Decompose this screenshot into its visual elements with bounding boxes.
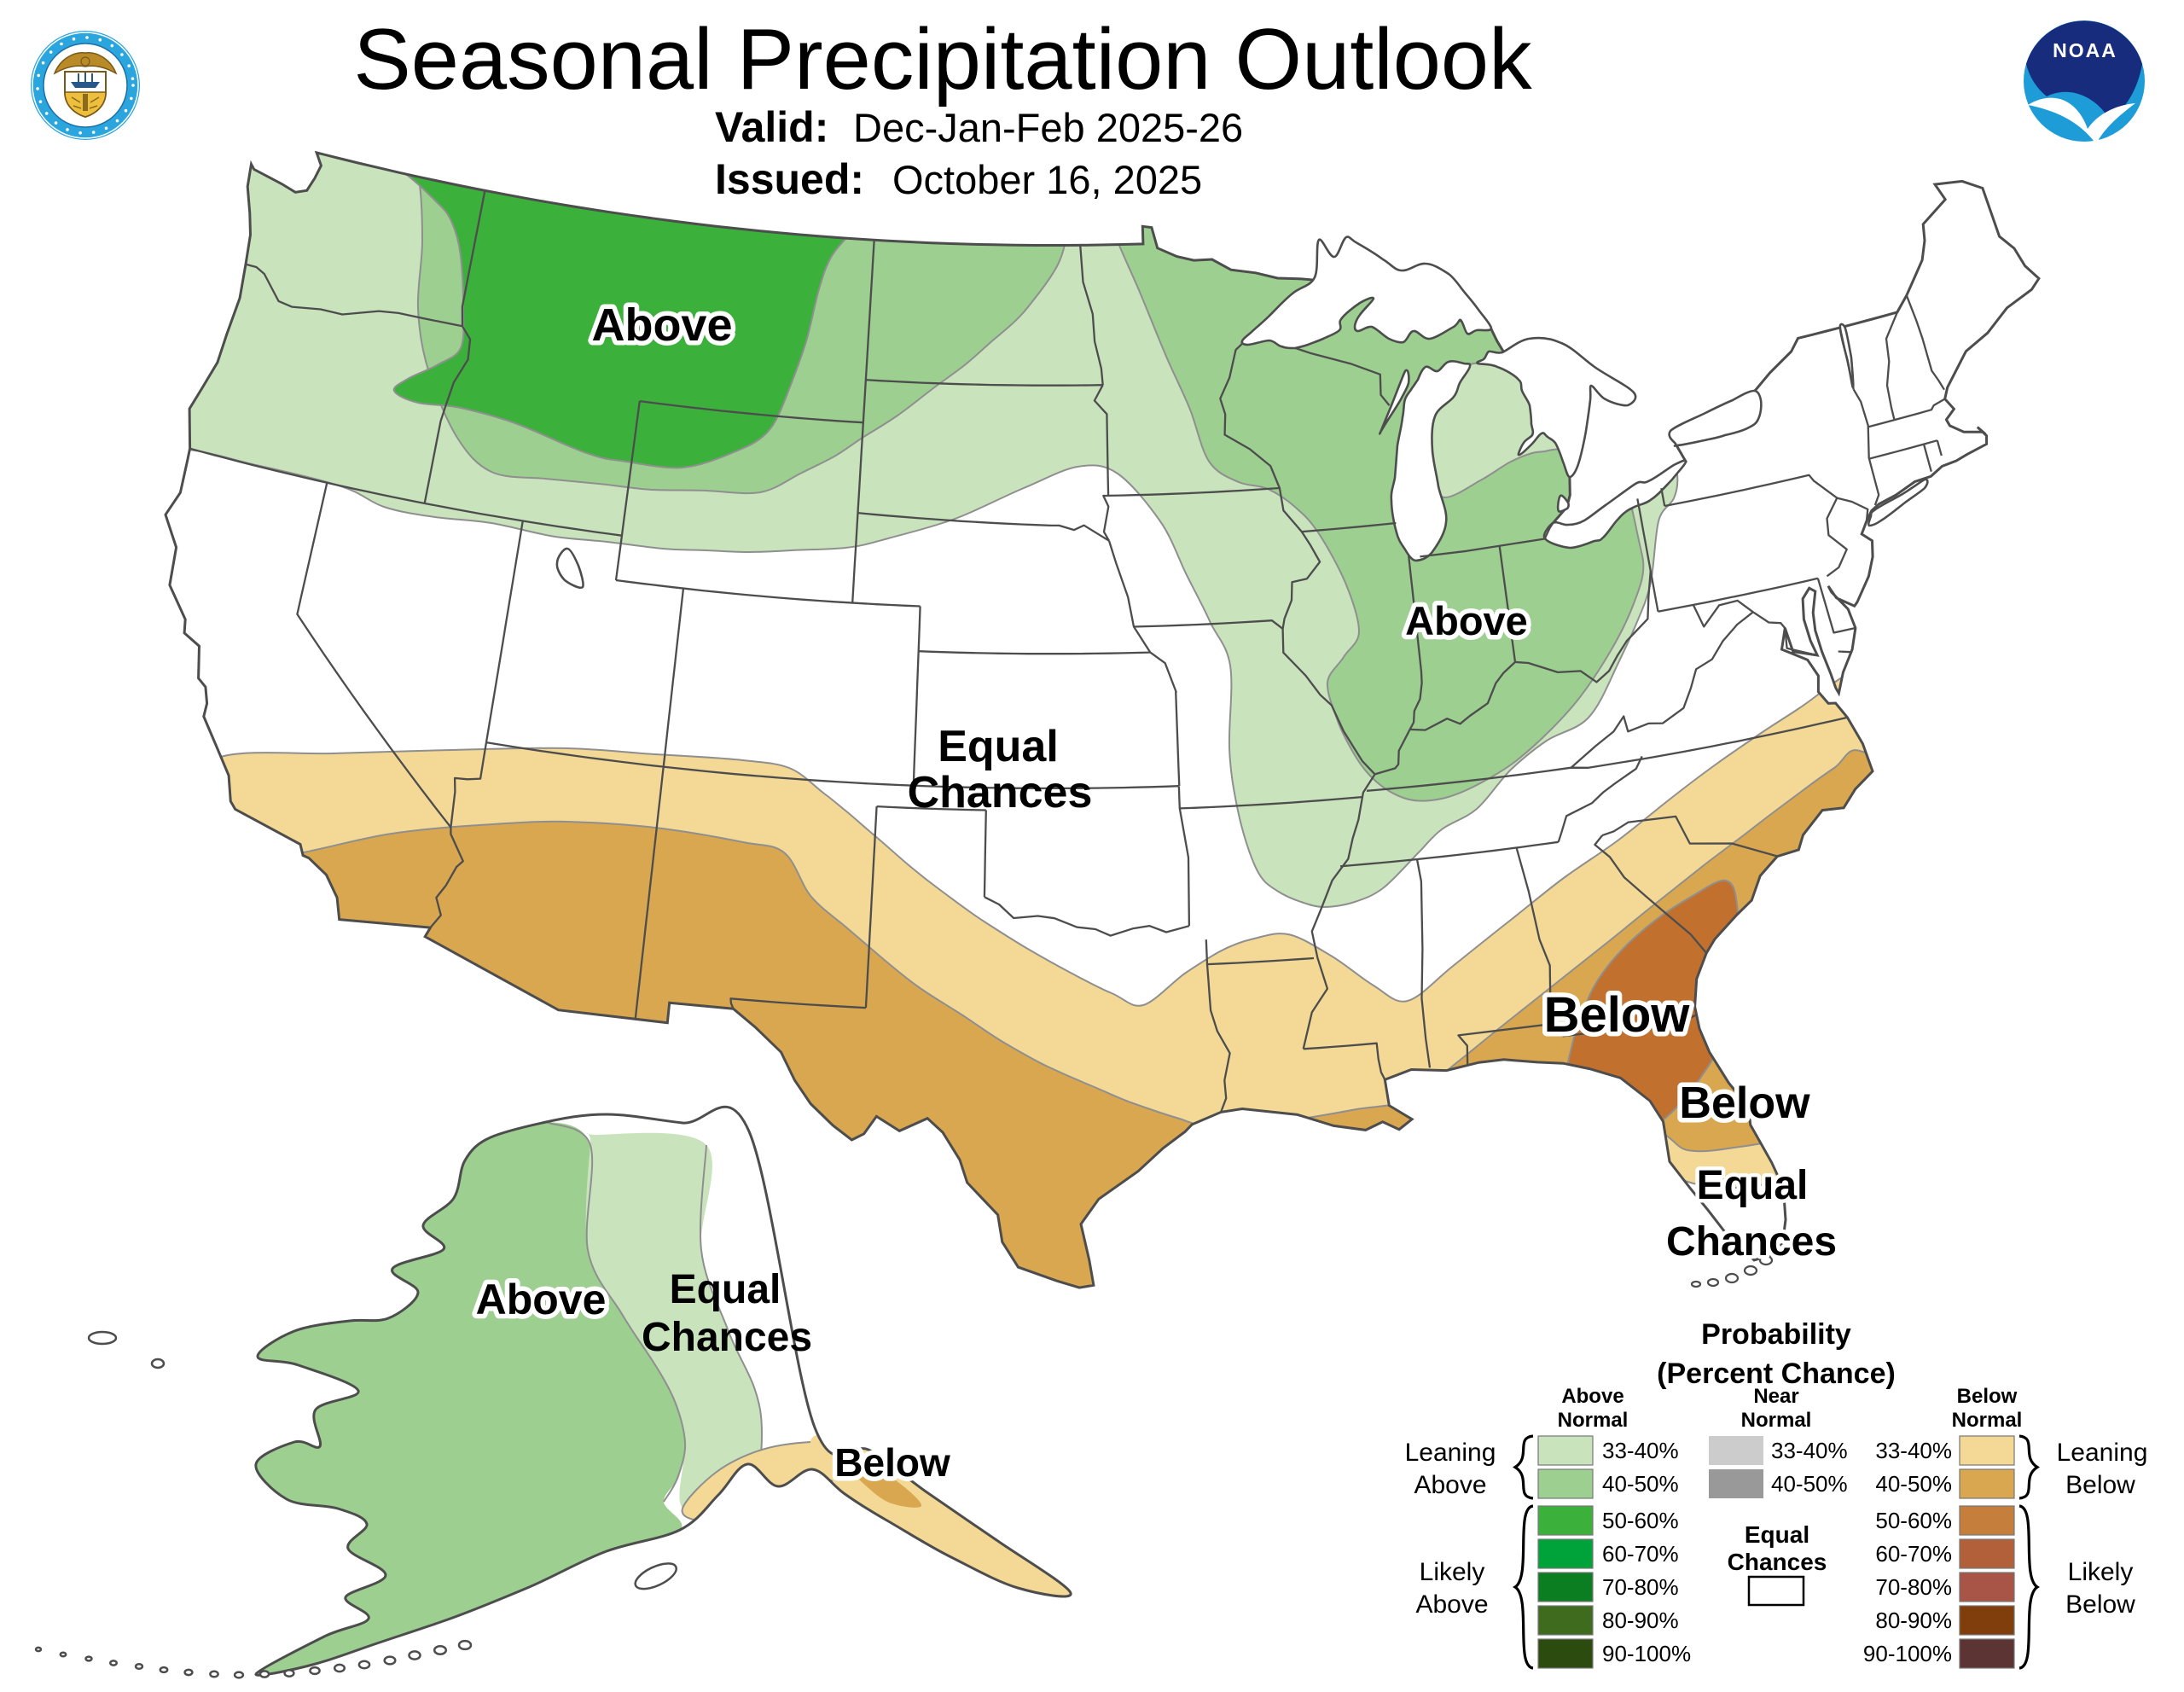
- svg-text:Equal: Equal: [1745, 1521, 1809, 1548]
- svg-text:Valid:: Valid:: [715, 103, 828, 151]
- svg-text:90-100%: 90-100%: [1602, 1641, 1691, 1666]
- svg-text:40-50%: 40-50%: [1771, 1471, 1848, 1497]
- svg-text:Normal: Normal: [1741, 1409, 1812, 1432]
- svg-text:Above: Above: [591, 299, 732, 351]
- svg-text:50-60%: 50-60%: [1602, 1508, 1679, 1533]
- svg-text:Below: Below: [834, 1440, 950, 1485]
- svg-text:Below: Below: [1679, 1079, 1810, 1128]
- svg-text:50-60%: 50-60%: [1875, 1508, 1952, 1533]
- svg-text:Probability: Probability: [1701, 1318, 1851, 1351]
- svg-text:Dec-Jan-Feb 2025-26: Dec-Jan-Feb 2025-26: [853, 105, 1243, 150]
- svg-text:40-50%: 40-50%: [1875, 1471, 1952, 1497]
- svg-text:Above: Above: [476, 1276, 607, 1323]
- svg-text:70-80%: 70-80%: [1875, 1574, 1952, 1600]
- svg-text:Equal: Equal: [938, 722, 1059, 771]
- svg-text:Equal: Equal: [1697, 1163, 1809, 1208]
- svg-text:Chances: Chances: [642, 1315, 812, 1360]
- svg-text:33-40%: 33-40%: [1771, 1438, 1848, 1463]
- svg-text:NOAA: NOAA: [2053, 39, 2117, 61]
- svg-text:Likely: Likely: [1420, 1558, 1485, 1586]
- svg-text:Near: Near: [1753, 1385, 1798, 1408]
- svg-text:80-90%: 80-90%: [1875, 1608, 1952, 1633]
- svg-text:Above: Above: [1561, 1385, 1623, 1408]
- svg-text:Below: Below: [2065, 1590, 2135, 1619]
- svg-text:Above: Above: [1415, 1590, 1488, 1619]
- svg-text:33-40%: 33-40%: [1875, 1438, 1952, 1463]
- svg-text:40-50%: 40-50%: [1602, 1471, 1679, 1497]
- svg-text:Likely: Likely: [2068, 1558, 2134, 1586]
- svg-text:Below: Below: [2065, 1471, 2135, 1499]
- svg-text:Seasonal Precipitation Outlook: Seasonal Precipitation Outlook: [353, 12, 1532, 108]
- svg-text:33-40%: 33-40%: [1602, 1438, 1679, 1463]
- svg-text:80-90%: 80-90%: [1602, 1608, 1679, 1633]
- svg-text:Equal: Equal: [670, 1267, 781, 1312]
- svg-text:Above: Above: [1405, 598, 1528, 643]
- svg-text:Below: Below: [1544, 987, 1691, 1043]
- svg-text:70-80%: 70-80%: [1602, 1574, 1679, 1600]
- svg-text:Chances: Chances: [1728, 1549, 1827, 1575]
- svg-text:(Percent Chance): (Percent Chance): [1657, 1358, 1896, 1390]
- svg-text:October 16, 2025: October 16, 2025: [892, 157, 1202, 202]
- svg-text:Chances: Chances: [908, 768, 1093, 817]
- svg-text:Leaning: Leaning: [2057, 1439, 2148, 1467]
- svg-text:Leaning: Leaning: [1405, 1439, 1496, 1467]
- svg-text:60-70%: 60-70%: [1875, 1541, 1952, 1567]
- svg-text:Above: Above: [1414, 1471, 1486, 1499]
- svg-text:Below: Below: [1957, 1385, 2018, 1408]
- svg-text:Issued:: Issued:: [715, 155, 864, 203]
- svg-text:Normal: Normal: [1558, 1409, 1629, 1432]
- svg-text:90-100%: 90-100%: [1863, 1641, 1952, 1666]
- svg-text:Chances: Chances: [1666, 1219, 1837, 1265]
- svg-text:60-70%: 60-70%: [1602, 1541, 1679, 1567]
- svg-text:Normal: Normal: [1952, 1409, 2023, 1432]
